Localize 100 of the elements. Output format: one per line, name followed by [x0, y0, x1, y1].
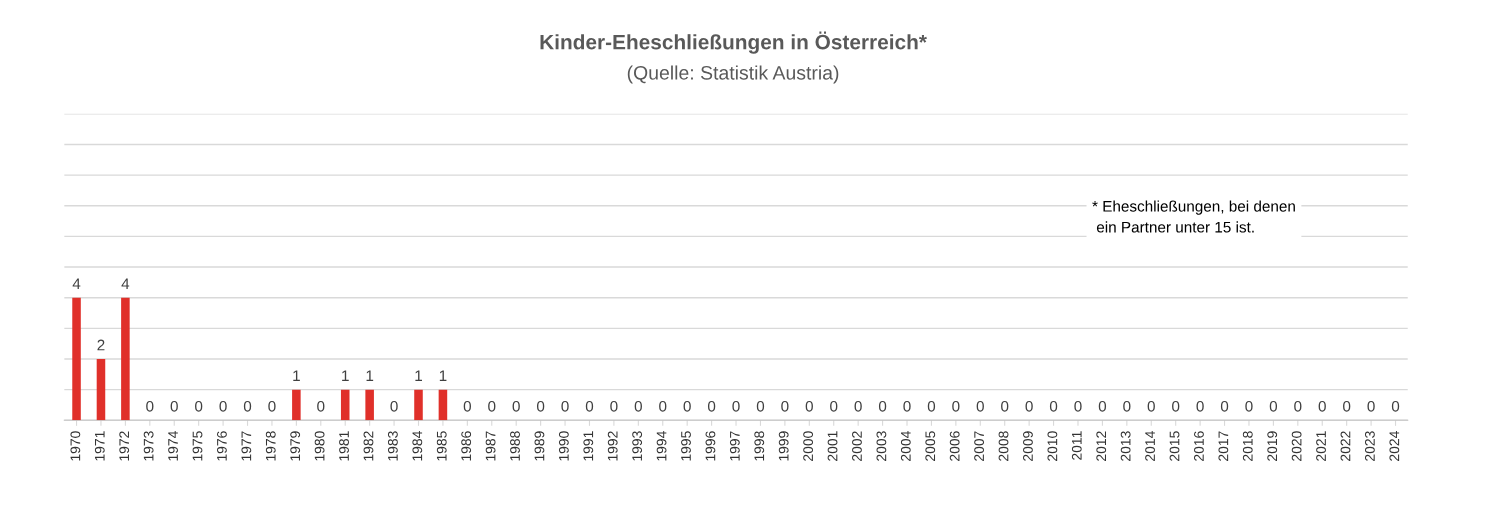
x-tick-label: 1983 — [387, 431, 398, 461]
data-label: 0 — [1391, 400, 1400, 412]
x-tick-label: 1994 — [656, 431, 667, 461]
data-label: 0 — [854, 400, 862, 412]
x-tick-label: 2007 — [974, 431, 985, 461]
x-tick-label: 1982 — [363, 431, 374, 461]
data-label: 0 — [707, 400, 716, 412]
data-label: 0 — [585, 400, 594, 412]
x-tick-label: 1996 — [705, 431, 716, 461]
x-tick-label: 2015 — [1169, 431, 1180, 461]
data-label: 0 — [390, 400, 398, 412]
data-label: 0 — [830, 400, 838, 412]
x-tick-label: 1972 — [119, 431, 130, 461]
x-tick-label: 1981 — [339, 431, 349, 461]
x-tick-label: 1998 — [754, 431, 765, 461]
data-label: 0 — [927, 400, 936, 412]
x-tick-label: 2018 — [1242, 431, 1253, 461]
chart-subtitle: (Quelle: Statistik Austria) — [627, 65, 839, 84]
data-label: 0 — [317, 400, 325, 412]
x-tick-label: 1974 — [168, 431, 178, 461]
x-tick-label: 1977 — [241, 431, 252, 461]
data-label: 0 — [1172, 400, 1180, 412]
data-label: 0 — [878, 400, 887, 412]
x-tick-label: 2009 — [1023, 431, 1033, 461]
data-label: 0 — [1123, 400, 1131, 412]
data-label: 0 — [170, 400, 178, 412]
x-tick-label: 2023 — [1364, 431, 1375, 461]
data-label: 0 — [610, 400, 618, 412]
x-tick-label: 2024 — [1389, 431, 1400, 461]
data-label: 0 — [1367, 400, 1375, 412]
x-tick-label: 2012 — [1096, 431, 1107, 461]
data-label: 0 — [903, 400, 911, 412]
data-label: 0 — [512, 400, 520, 412]
x-tick-label: 1988 — [510, 431, 520, 461]
x-tick-label: 2002 — [852, 431, 862, 461]
data-label: 0 — [1196, 400, 1204, 412]
x-tick-label: 1980 — [314, 431, 325, 461]
x-tick-label: 1976 — [216, 431, 227, 461]
data-label: 1 — [293, 370, 300, 381]
data-label: 4 — [72, 278, 81, 289]
x-tick-label: 2006 — [949, 431, 960, 461]
x-tick-label: 1986 — [461, 431, 472, 461]
x-tick-label: 2010 — [1047, 431, 1058, 461]
x-tick-label: 2022 — [1340, 431, 1351, 461]
x-tick-label: 1984 — [412, 431, 423, 461]
data-label: 0 — [1318, 400, 1326, 412]
x-tick-label: 2005 — [925, 431, 936, 461]
data-label: 1 — [366, 370, 374, 381]
data-label: 0 — [1245, 400, 1253, 412]
data-label: 0 — [805, 400, 813, 412]
x-tick-label: 2019 — [1267, 431, 1278, 461]
data-label: 0 — [243, 400, 252, 412]
x-tick-label: 1993 — [632, 431, 643, 461]
data-label: 0 — [536, 400, 545, 412]
x-tick-label: 1997 — [729, 431, 740, 461]
x-tick-label: 2004 — [900, 431, 911, 461]
data-label: 0 — [781, 400, 789, 412]
x-tick-label: 2021 — [1316, 431, 1326, 461]
chart-title: Kinder-Eheschließungen in Österreich* — [540, 31, 927, 54]
data-label: 0 — [463, 400, 471, 412]
x-tick-label: 1975 — [192, 431, 203, 461]
data-label: 0 — [756, 400, 765, 412]
x-tick-label: 2016 — [1194, 431, 1204, 461]
x-tick-label: 1989 — [534, 431, 545, 461]
annotation: * Eheschließungen, bei denen ein Partner unter 15 ist. — [1092, 200, 1295, 233]
x-tick-label: 2003 — [876, 431, 887, 461]
x-tick-label: 1990 — [558, 431, 569, 461]
x-tick-label: 1985 — [436, 431, 447, 461]
data-label: 0 — [952, 400, 960, 412]
data-label: 1 — [342, 370, 349, 381]
data-label: 0 — [1147, 400, 1155, 412]
data-label: 0 — [146, 400, 154, 412]
x-tick-label: 2014 — [1145, 431, 1155, 461]
data-label: 1 — [439, 370, 447, 381]
x-tick-label: 2011 — [1071, 431, 1082, 460]
x-tick-label: 2017 — [1218, 431, 1229, 461]
x-tick-label: 1971 — [94, 431, 105, 461]
data-label: 0 — [219, 400, 227, 412]
data-label: 4 — [121, 278, 130, 289]
data-label: 0 — [1269, 400, 1278, 412]
data-label: 0 — [732, 400, 740, 412]
x-tick-label: 1970 — [70, 431, 81, 461]
data-label: 0 — [683, 400, 691, 412]
data-label: 0 — [488, 400, 496, 412]
data-label: 0 — [1220, 400, 1229, 412]
x-tick-label: 2000 — [803, 431, 814, 461]
data-label: 0 — [1074, 400, 1082, 412]
x-tick-label: 1992 — [607, 431, 618, 461]
x-tick-label: 1987 — [485, 431, 496, 461]
data-label: 0 — [268, 400, 276, 412]
data-label: 0 — [1001, 400, 1009, 412]
data-label: 0 — [561, 400, 569, 412]
data-label: 0 — [1098, 400, 1107, 412]
x-tick-label: 1995 — [681, 431, 691, 461]
data-label: 0 — [634, 400, 642, 412]
x-tick-label: 1979 — [290, 431, 301, 461]
x-tick-label: 2008 — [998, 431, 1009, 461]
x-tick-label: 2001 — [827, 431, 838, 461]
data-label: 2 — [97, 339, 105, 351]
data-label: 0 — [195, 400, 203, 412]
